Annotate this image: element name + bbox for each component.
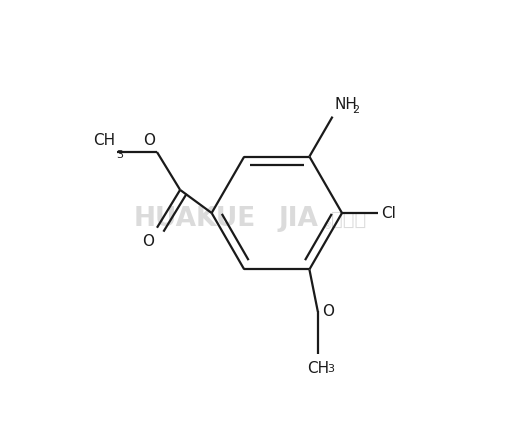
Text: CH: CH bbox=[307, 361, 329, 376]
Text: NH: NH bbox=[335, 97, 358, 112]
Text: 2: 2 bbox=[352, 104, 359, 115]
Text: O: O bbox=[322, 304, 334, 319]
Text: O: O bbox=[141, 234, 153, 249]
Text: 3: 3 bbox=[116, 150, 123, 160]
Text: O: O bbox=[143, 133, 155, 148]
Text: CH: CH bbox=[93, 133, 115, 148]
Text: 化学加: 化学加 bbox=[331, 210, 367, 229]
Text: 3: 3 bbox=[327, 364, 334, 374]
Text: HUAKUE: HUAKUE bbox=[134, 206, 256, 232]
Text: Cl: Cl bbox=[381, 205, 396, 221]
Text: ®: ® bbox=[322, 222, 332, 231]
Text: JIA: JIA bbox=[279, 206, 319, 232]
